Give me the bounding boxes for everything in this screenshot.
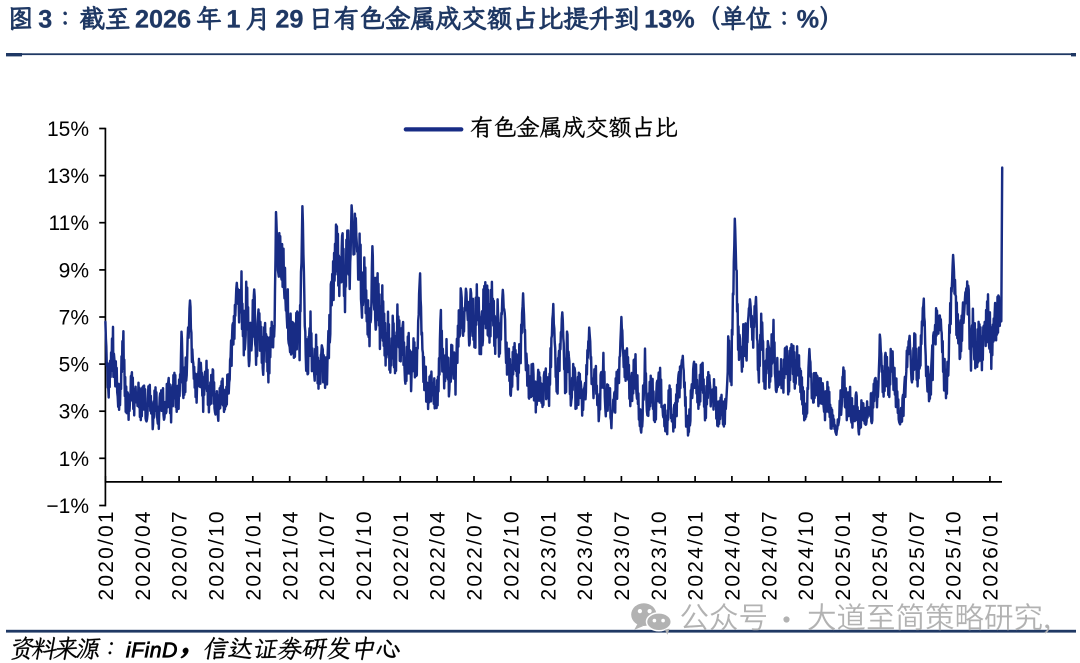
svg-text:2023/10: 2023/10 bbox=[648, 509, 671, 600]
svg-text:1%: 1% bbox=[59, 448, 89, 471]
svg-text:2020/01: 2020/01 bbox=[95, 509, 118, 600]
svg-text:2021/04: 2021/04 bbox=[279, 509, 302, 600]
svg-text:9%: 9% bbox=[59, 259, 89, 282]
svg-text:2022/10: 2022/10 bbox=[500, 509, 523, 600]
svg-text:3%: 3% bbox=[59, 401, 89, 424]
svg-text:2025/10: 2025/10 bbox=[943, 509, 966, 600]
svg-text:13%: 13% bbox=[47, 165, 89, 188]
svg-text:−1%: −1% bbox=[46, 495, 89, 518]
svg-text:2021/07: 2021/07 bbox=[316, 509, 339, 600]
svg-text:2024/10: 2024/10 bbox=[795, 509, 818, 600]
svg-text:2020/10: 2020/10 bbox=[206, 509, 229, 600]
svg-text:2023/01: 2023/01 bbox=[537, 509, 560, 600]
svg-text:2024/04: 2024/04 bbox=[722, 509, 745, 600]
svg-text:2021/10: 2021/10 bbox=[353, 509, 376, 600]
svg-text:11%: 11% bbox=[49, 212, 89, 235]
svg-text:2026/01: 2026/01 bbox=[980, 509, 1003, 600]
svg-text:15%: 15% bbox=[47, 118, 89, 141]
svg-text:2020/07: 2020/07 bbox=[169, 509, 192, 600]
svg-text:2022/01: 2022/01 bbox=[390, 509, 413, 600]
svg-text:7%: 7% bbox=[59, 307, 89, 330]
svg-text:2020/04: 2020/04 bbox=[132, 509, 155, 600]
svg-text:2022/07: 2022/07 bbox=[464, 509, 487, 600]
svg-text:2025/04: 2025/04 bbox=[869, 509, 892, 600]
svg-text:2025/07: 2025/07 bbox=[906, 509, 929, 600]
svg-text:2023/07: 2023/07 bbox=[611, 509, 634, 600]
svg-text:2024/07: 2024/07 bbox=[758, 509, 781, 600]
svg-text:2021/01: 2021/01 bbox=[242, 509, 265, 600]
svg-text:5%: 5% bbox=[59, 354, 89, 377]
svg-text:2024/01: 2024/01 bbox=[685, 509, 708, 600]
svg-text:2022/04: 2022/04 bbox=[427, 509, 450, 600]
svg-text:2025/01: 2025/01 bbox=[832, 509, 855, 600]
svg-text:2023/04: 2023/04 bbox=[574, 509, 597, 600]
